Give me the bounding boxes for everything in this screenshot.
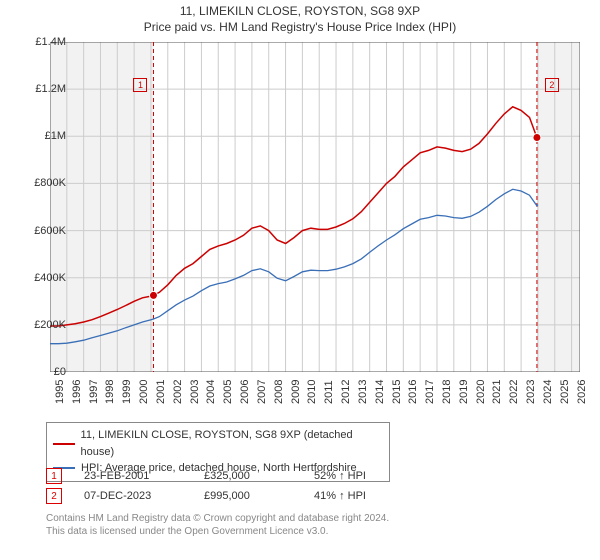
x-axis-tick-label: 2018: [441, 390, 453, 404]
sale-diff: 52% ↑ HPI: [314, 470, 424, 482]
x-axis-tick-label: 2020: [475, 390, 487, 404]
sale-marker-1-icon: 1: [46, 468, 62, 484]
sale-guide-marker-icon: 1: [133, 78, 147, 92]
x-axis-tick-label: 2012: [340, 390, 352, 404]
y-axis-tick-label: £400K: [20, 272, 66, 284]
page-subtitle: Price paid vs. HM Land Registry's House …: [0, 20, 600, 38]
x-axis-tick-label: 2004: [205, 390, 217, 404]
legend-row-subject: 11, LIMEKILN CLOSE, ROYSTON, SG8 9XP (de…: [53, 427, 383, 460]
page-title: 11, LIMEKILN CLOSE, ROYSTON, SG8 9XP: [0, 0, 600, 20]
x-axis-tick-label: 2025: [559, 390, 571, 404]
sale-diff: 41% ↑ HPI: [314, 490, 424, 502]
x-axis-tick-label: 2021: [491, 390, 503, 404]
x-axis-tick-label: 2002: [172, 390, 184, 404]
chart-svg: [50, 42, 580, 372]
footer-line-1: Contains HM Land Registry data © Crown c…: [46, 512, 566, 525]
y-axis-tick-label: £200K: [20, 319, 66, 331]
y-axis-tick-label: £600K: [20, 225, 66, 237]
x-axis-tick-label: 1998: [104, 390, 116, 404]
x-axis-tick-label: 2011: [323, 390, 335, 404]
x-axis-tick-label: 2003: [189, 390, 201, 404]
sale-price: £995,000: [204, 490, 314, 502]
sale-marker-2-icon: 2: [46, 488, 62, 504]
x-axis-tick-label: 2001: [155, 390, 167, 404]
sale-date: 07-DEC-2023: [84, 490, 204, 502]
x-axis-tick-label: 1995: [54, 390, 66, 404]
x-axis-tick-label: 1996: [71, 390, 83, 404]
x-axis-tick-label: 2006: [239, 390, 251, 404]
footer-attribution: Contains HM Land Registry data © Crown c…: [46, 512, 566, 538]
x-axis-tick-label: 2024: [542, 390, 554, 404]
x-axis-tick-label: 2008: [273, 390, 285, 404]
x-axis-tick-label: 2015: [391, 390, 403, 404]
table-row: 1 23-FEB-2001 £325,000 52% ↑ HPI: [46, 466, 424, 486]
x-axis-tick-label: 1999: [121, 390, 133, 404]
y-axis-tick-label: £1.2M: [20, 83, 66, 95]
x-axis-tick-label: 2009: [290, 390, 302, 404]
x-axis-tick-label: 2022: [508, 390, 520, 404]
x-axis-tick-label: 2023: [525, 390, 537, 404]
legend-label-subject: 11, LIMEKILN CLOSE, ROYSTON, SG8 9XP (de…: [81, 427, 383, 460]
y-axis-tick-label: £800K: [20, 177, 66, 189]
x-axis-tick-label: 2005: [222, 390, 234, 404]
x-axis-tick-label: 2016: [407, 390, 419, 404]
x-axis-tick-label: 2013: [357, 390, 369, 404]
x-axis-tick-label: 2000: [138, 390, 150, 404]
x-axis-tick-label: 2017: [424, 390, 436, 404]
x-axis-tick-label: 2019: [458, 390, 470, 404]
x-axis-tick-label: 2007: [256, 390, 268, 404]
x-axis-tick-label: 1997: [88, 390, 100, 404]
sale-guide-marker-icon: 2: [545, 78, 559, 92]
x-axis-tick-label: 2010: [306, 390, 318, 404]
x-axis-tick-label: 2014: [374, 390, 386, 404]
sale-price: £325,000: [204, 470, 314, 482]
y-axis-tick-label: £1.4M: [20, 36, 66, 48]
y-axis-tick-label: £0: [20, 366, 66, 378]
y-axis-tick-label: £1M: [20, 130, 66, 142]
footer-line-2: This data is licensed under the Open Gov…: [46, 525, 566, 538]
table-row: 2 07-DEC-2023 £995,000 41% ↑ HPI: [46, 486, 424, 506]
legend-swatch-subject: [53, 443, 75, 445]
price-chart: [50, 42, 580, 372]
sale-date: 23-FEB-2001: [84, 470, 204, 482]
sales-table: 1 23-FEB-2001 £325,000 52% ↑ HPI 2 07-DE…: [46, 466, 424, 506]
x-axis-tick-label: 2026: [576, 390, 588, 404]
